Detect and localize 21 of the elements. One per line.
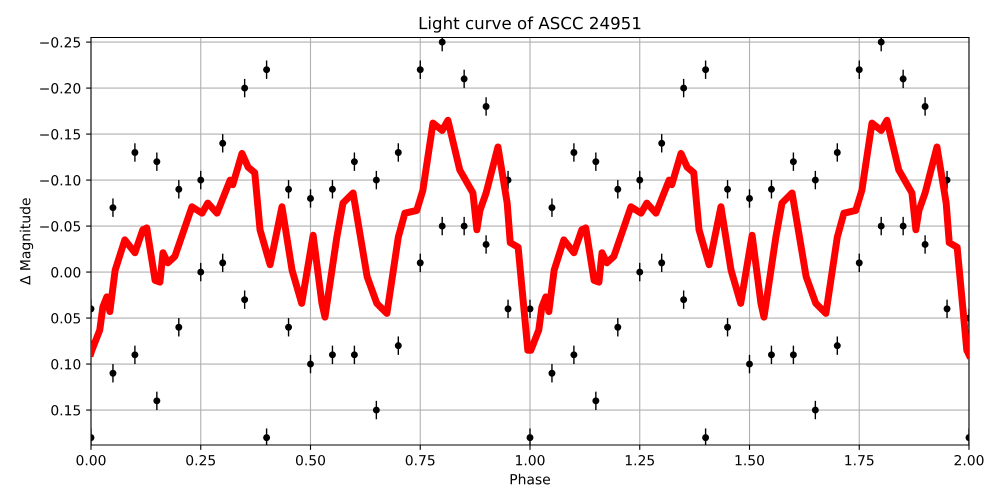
x-tick-label: 1.75 bbox=[845, 455, 874, 466]
y-axis-title: Δ Magnitude bbox=[20, 198, 34, 285]
y-tick-label: 0.00 bbox=[51, 267, 80, 278]
x-tick-label: 1.50 bbox=[736, 454, 764, 466]
y-tick-label: −0.10 bbox=[40, 175, 80, 186]
chart-title: Light curve of ASCC 24951 bbox=[420, 16, 640, 33]
x-tick-label: 2.00 bbox=[954, 454, 984, 466]
x-tick-label: 0.25 bbox=[186, 454, 215, 466]
x-tick-label: 1.25 bbox=[626, 454, 654, 466]
y-tick-label: −0.25 bbox=[40, 37, 80, 48]
y-tick-label: 0.05 bbox=[51, 313, 80, 324]
x-tick-label: 1.00 bbox=[516, 454, 545, 466]
y-tick-label: 0.10 bbox=[51, 359, 80, 370]
y-tick-label: −0.15 bbox=[40, 129, 80, 140]
x-axis-title: Phase bbox=[510, 474, 550, 484]
y-tick-label: −0.05 bbox=[40, 221, 80, 232]
y-tick-label: −0.20 bbox=[40, 83, 80, 94]
x-tick-label: 0.75 bbox=[406, 454, 434, 466]
x-tick-label: 0.00 bbox=[76, 454, 106, 466]
y-tick-label: 0.15 bbox=[51, 405, 80, 416]
x-tick-label: 0.50 bbox=[296, 454, 326, 466]
